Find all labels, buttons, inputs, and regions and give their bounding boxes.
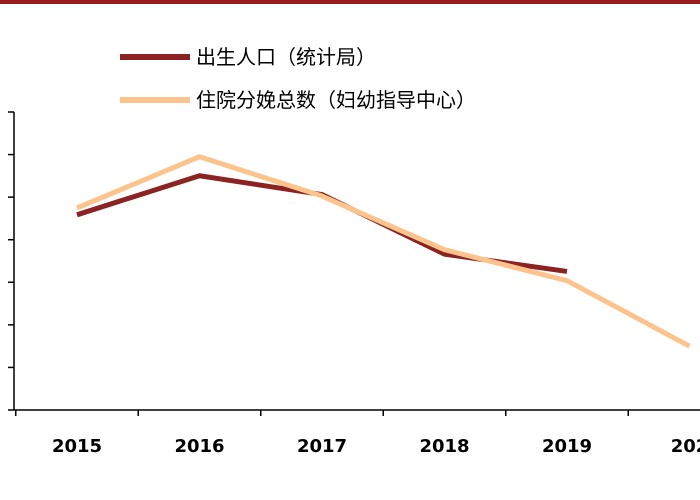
axes: 2015 2016 2017 2018 2019 202 bbox=[8, 111, 700, 457]
y-ticks bbox=[8, 111, 14, 411]
legend: 出生人口（统计局） 住院分娩总数（妇幼指导中心） bbox=[120, 45, 476, 112]
series-line-1 bbox=[76, 173, 568, 274]
x-tick-label: 2019 bbox=[542, 436, 592, 457]
x-tick-label: 2018 bbox=[419, 436, 469, 457]
x-tick-labels: 2015 2016 2017 2018 2019 202 bbox=[52, 436, 700, 457]
series-line-2 bbox=[76, 154, 691, 349]
x-tick-label: 2015 bbox=[52, 436, 102, 457]
x-tick-label: 202 bbox=[671, 436, 700, 457]
legend-label-2: 住院分娩总数（妇幼指导中心） bbox=[196, 88, 476, 112]
x-tick-label: 2017 bbox=[297, 436, 347, 457]
series-layer bbox=[76, 154, 691, 349]
legend-label-1: 出生人口（统计局） bbox=[196, 45, 376, 69]
x-ticks bbox=[15, 410, 629, 416]
x-tick-label: 2016 bbox=[174, 436, 224, 457]
top-border-rule bbox=[0, 0, 700, 4]
